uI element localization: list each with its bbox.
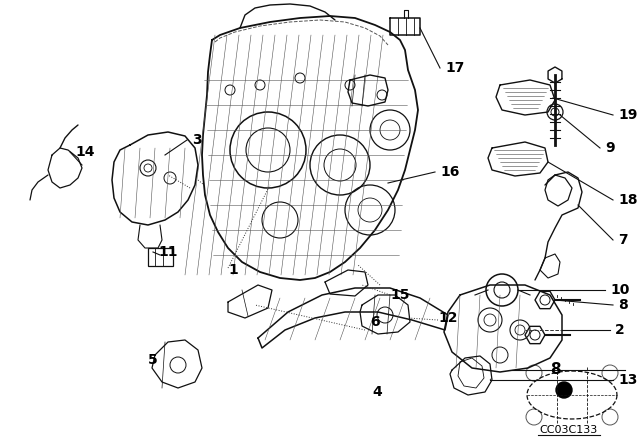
Text: 1: 1 bbox=[228, 263, 237, 277]
Text: 9: 9 bbox=[605, 141, 614, 155]
Text: 10: 10 bbox=[610, 283, 629, 297]
Text: CC03C133: CC03C133 bbox=[539, 425, 597, 435]
Bar bbox=[148, 248, 173, 266]
Text: 15: 15 bbox=[390, 288, 410, 302]
Text: 5: 5 bbox=[148, 353, 157, 367]
Text: 8: 8 bbox=[618, 298, 628, 312]
Text: 16: 16 bbox=[440, 165, 460, 179]
Text: 12: 12 bbox=[438, 311, 458, 325]
Text: 18: 18 bbox=[618, 193, 637, 207]
Text: 6: 6 bbox=[370, 315, 380, 329]
Text: 2: 2 bbox=[615, 323, 625, 337]
Text: 7: 7 bbox=[618, 233, 628, 247]
Circle shape bbox=[556, 382, 572, 398]
Text: 13: 13 bbox=[618, 373, 637, 387]
Text: 11: 11 bbox=[158, 245, 177, 259]
Text: 14: 14 bbox=[75, 145, 95, 159]
Text: 8: 8 bbox=[550, 362, 560, 378]
Text: 17: 17 bbox=[445, 61, 465, 75]
Text: 3: 3 bbox=[192, 133, 202, 147]
Text: 19: 19 bbox=[618, 108, 637, 122]
Text: 4: 4 bbox=[372, 385, 381, 399]
